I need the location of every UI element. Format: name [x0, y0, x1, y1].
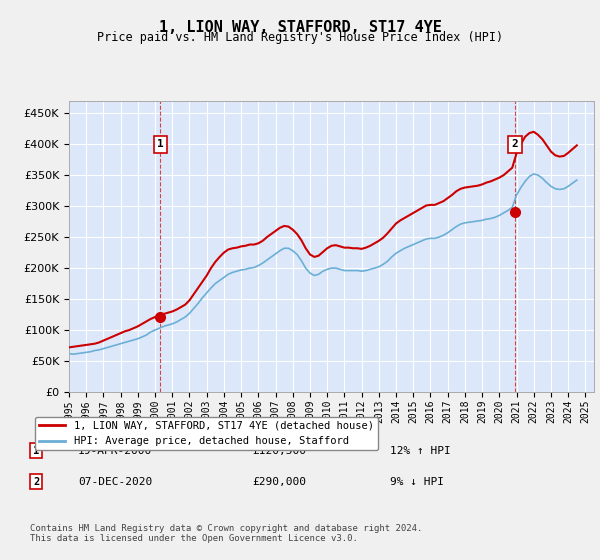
Text: 19-APR-2000: 19-APR-2000 [78, 446, 152, 456]
Text: £120,500: £120,500 [252, 446, 306, 456]
Text: 07-DEC-2020: 07-DEC-2020 [78, 477, 152, 487]
Text: £290,000: £290,000 [252, 477, 306, 487]
Text: 1: 1 [157, 139, 164, 149]
Text: 1: 1 [33, 446, 39, 456]
Text: 12% ↑ HPI: 12% ↑ HPI [390, 446, 451, 456]
Text: 9% ↓ HPI: 9% ↓ HPI [390, 477, 444, 487]
Text: Price paid vs. HM Land Registry's House Price Index (HPI): Price paid vs. HM Land Registry's House … [97, 31, 503, 44]
Text: Contains HM Land Registry data © Crown copyright and database right 2024.
This d: Contains HM Land Registry data © Crown c… [30, 524, 422, 543]
Legend: 1, LION WAY, STAFFORD, ST17 4YE (detached house), HPI: Average price, detached h: 1, LION WAY, STAFFORD, ST17 4YE (detache… [35, 417, 378, 450]
Text: 2: 2 [33, 477, 39, 487]
Text: 2: 2 [512, 139, 518, 149]
Text: 1, LION WAY, STAFFORD, ST17 4YE: 1, LION WAY, STAFFORD, ST17 4YE [158, 20, 442, 35]
